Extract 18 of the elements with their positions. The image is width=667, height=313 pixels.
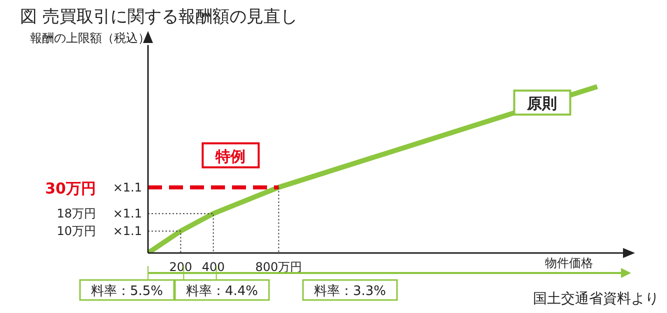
text: ×1.1 [112, 224, 142, 238]
y-axis-title: 報酬の上限額（税込） [30, 31, 150, 45]
x-tick-label: 200 [169, 260, 192, 274]
chart-title: 図 売買取引に関する報酬額の見直し [20, 7, 298, 27]
text: 料率：4.4% [186, 283, 258, 299]
series-label: 原則 [526, 94, 558, 113]
text: 国土交通省資料より [533, 291, 659, 307]
x-tick-label: 800万円 [255, 260, 302, 274]
x-axis-title: 物件価格 [545, 256, 593, 270]
text: 料率：3.3% [314, 283, 386, 299]
y-tick-label: 10万円 [56, 224, 96, 238]
x-tick-label: 400 [202, 260, 225, 274]
y-tick-label: 18万円 [56, 206, 96, 221]
series-label: 特例 [214, 147, 246, 166]
text: ×1.1 [112, 180, 142, 194]
text: 料率：5.5% [90, 283, 164, 299]
text: ×1.1 [112, 206, 142, 221]
y-tick-label: 30万円 [45, 179, 96, 198]
